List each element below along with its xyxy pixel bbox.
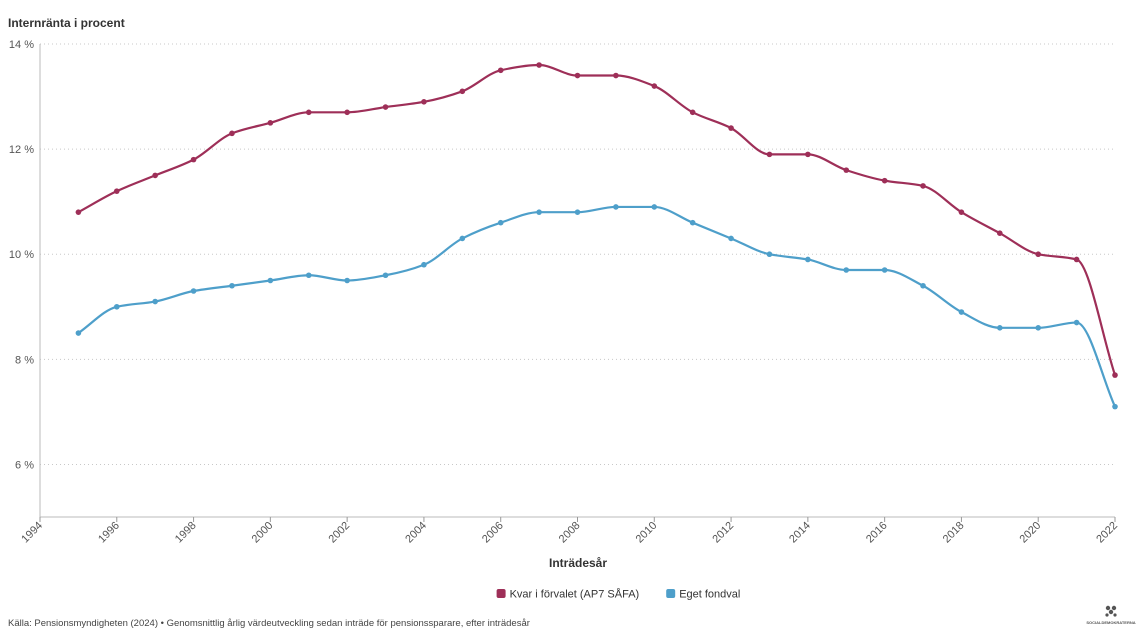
data-point	[75, 209, 82, 215]
y-tick-label: 6 %	[15, 459, 34, 471]
series	[75, 62, 1118, 410]
x-tick-label: 2006	[480, 520, 506, 546]
logo-text: SOCIALDEMOKRATERNA	[1086, 620, 1135, 625]
data-point	[1112, 403, 1118, 410]
data-point	[843, 267, 850, 273]
x-tick-label: 2016	[864, 520, 890, 546]
legend: Kvar i förvalet (AP7 SÅFA) Eget fondval	[496, 588, 740, 601]
x-tick-label: 2012	[710, 520, 736, 546]
x-tick-label: 2002	[326, 520, 352, 546]
legend-item: Kvar i förvalet (AP7 SÅFA)	[496, 588, 640, 601]
x-axis-title: Inträdesår	[549, 556, 607, 570]
series-line	[77, 205, 1117, 408]
x-tick-label: 2008	[557, 520, 583, 546]
data-point	[805, 151, 811, 158]
data-point	[344, 277, 350, 284]
data-point	[958, 209, 965, 215]
data-point	[997, 325, 1003, 331]
legend-swatch	[496, 589, 506, 598]
data-point	[651, 204, 658, 210]
data-point	[574, 209, 581, 215]
x-tick-label: 2018	[941, 520, 967, 546]
data-point	[229, 130, 235, 137]
x-tick-label: 1996	[96, 520, 122, 546]
data-point	[344, 109, 350, 116]
data-point	[75, 330, 82, 336]
data-point	[651, 83, 658, 89]
data-point	[881, 267, 888, 273]
data-point	[267, 277, 274, 284]
series-line	[77, 63, 1117, 376]
data-point	[613, 204, 619, 210]
data-point	[267, 120, 274, 126]
data-point	[190, 288, 197, 294]
y-axis-title: Internränta i procent	[8, 16, 125, 30]
series-0	[75, 62, 1118, 378]
data-point	[843, 167, 850, 173]
y-tick-label: 14 %	[9, 39, 34, 51]
legend-label: Kvar i förvalet (AP7 SÅFA)	[510, 588, 640, 601]
data-point	[305, 109, 312, 116]
data-point	[574, 72, 581, 79]
data-point	[1073, 319, 1080, 326]
x-tick-labels: 1994 1996 1998 2000 2002 2004 2006 2008 2010 2012…	[19, 520, 1120, 546]
data-point	[497, 67, 504, 74]
data-point	[920, 183, 926, 189]
legend-swatch	[666, 589, 676, 598]
data-point	[920, 282, 926, 289]
data-point	[497, 219, 504, 226]
data-point	[536, 209, 542, 215]
data-point	[190, 156, 197, 163]
data-point	[689, 109, 696, 116]
data-point	[536, 62, 542, 68]
x-tick-label: 2020	[1018, 520, 1044, 546]
x-tick-label: 2022	[1094, 520, 1120, 546]
data-point	[382, 104, 389, 110]
legend-label: Eget fondval	[679, 589, 740, 601]
x-tick-label: 2004	[403, 520, 429, 546]
data-point	[382, 272, 389, 279]
x-tick-label: 2000	[250, 520, 276, 546]
data-point	[1112, 372, 1118, 378]
data-point	[1035, 251, 1042, 258]
data-point	[766, 251, 773, 258]
x-tick-label: 2010	[634, 520, 660, 546]
source-note: Källa: Pensionsmyndigheten (2024) • Geno…	[8, 618, 530, 629]
data-point	[766, 151, 773, 158]
x-tick-label: 1994	[19, 520, 45, 546]
x-tick-label: 1998	[173, 520, 199, 546]
series-1	[75, 204, 1118, 410]
data-point	[728, 125, 734, 131]
data-point	[1073, 256, 1080, 263]
data-point	[113, 303, 120, 310]
rose-logo-icon	[1105, 605, 1117, 617]
data-point	[459, 235, 466, 242]
y-tick-labels: 6 % 8 % 10 % 12 % 14 %	[9, 39, 34, 471]
data-point	[958, 309, 965, 315]
data-point	[805, 256, 811, 263]
legend-item: Eget fondval	[666, 589, 740, 601]
x-tick-label: 2014	[787, 520, 813, 546]
data-point	[421, 99, 427, 105]
data-point	[613, 72, 619, 79]
y-tick-label: 10 %	[9, 249, 34, 261]
data-point	[728, 235, 734, 242]
data-point	[229, 282, 235, 289]
data-point	[881, 177, 888, 184]
data-point	[997, 230, 1003, 236]
axes	[39, 44, 1116, 522]
data-point	[1035, 325, 1042, 331]
data-point	[113, 188, 120, 194]
data-point	[689, 219, 696, 226]
y-tick-label: 8 %	[15, 354, 34, 366]
logo: SOCIALDEMOKRATERNA	[1086, 605, 1136, 625]
data-point	[152, 298, 158, 305]
data-point	[421, 261, 427, 268]
data-point	[305, 272, 312, 279]
y-tick-label: 12 %	[9, 144, 34, 156]
data-point	[152, 172, 158, 179]
gridlines	[40, 43, 1115, 465]
data-point	[459, 88, 466, 95]
